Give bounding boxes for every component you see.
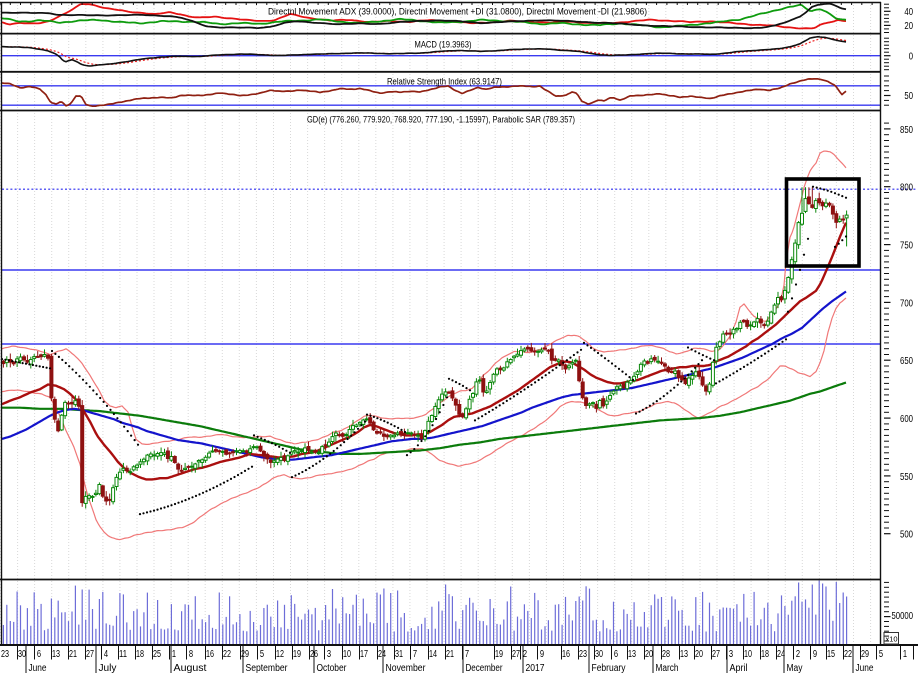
svg-text:14: 14 — [429, 649, 437, 660]
svg-text:23: 23 — [579, 649, 587, 660]
svg-text:650: 650 — [900, 355, 913, 367]
svg-text:August: August — [174, 663, 207, 674]
svg-text:February: February — [592, 663, 626, 674]
svg-text:4: 4 — [104, 649, 109, 660]
svg-text:2: 2 — [796, 649, 801, 660]
svg-text:20: 20 — [904, 20, 913, 32]
svg-text:9: 9 — [540, 649, 545, 660]
svg-text:15: 15 — [827, 649, 835, 660]
svg-text:2017: 2017 — [526, 663, 545, 674]
svg-text:8: 8 — [189, 649, 194, 660]
svg-text:850: 850 — [900, 124, 913, 136]
svg-text:24: 24 — [777, 649, 785, 660]
svg-text:19: 19 — [293, 649, 301, 660]
svg-text:1: 1 — [172, 649, 177, 660]
svg-text:18: 18 — [136, 649, 144, 660]
svg-text:13: 13 — [680, 649, 688, 660]
svg-text:5: 5 — [260, 649, 265, 660]
svg-text:700: 700 — [900, 297, 913, 309]
svg-text:50: 50 — [904, 90, 913, 102]
svg-text:18: 18 — [761, 649, 769, 660]
svg-text:30: 30 — [18, 649, 26, 660]
svg-text:27: 27 — [512, 649, 520, 660]
svg-text:12: 12 — [276, 649, 284, 660]
svg-text:20: 20 — [645, 649, 653, 660]
svg-text:19: 19 — [495, 649, 503, 660]
svg-text:24: 24 — [378, 649, 386, 660]
svg-text:800: 800 — [900, 182, 913, 194]
svg-text:21: 21 — [446, 649, 454, 660]
svg-text:13: 13 — [628, 649, 636, 660]
svg-text:25: 25 — [153, 649, 161, 660]
svg-text:2: 2 — [523, 649, 528, 660]
svg-text:GD(e) (776.260, 779.920, 768.9: GD(e) (776.260, 779.920, 768.920, 777.19… — [307, 115, 575, 125]
svg-text:21: 21 — [69, 649, 77, 660]
svg-text:10: 10 — [343, 649, 351, 660]
svg-text:31: 31 — [395, 649, 403, 660]
svg-text:March: March — [656, 663, 679, 674]
svg-text:7: 7 — [413, 649, 418, 660]
svg-text:6: 6 — [37, 649, 42, 660]
svg-text:3: 3 — [729, 649, 734, 660]
svg-text:40: 40 — [904, 6, 913, 18]
svg-text:17: 17 — [360, 649, 368, 660]
svg-text:November: November — [386, 663, 427, 674]
svg-text:16: 16 — [206, 649, 214, 660]
svg-text:x10: x10 — [886, 635, 898, 644]
svg-text:13: 13 — [52, 649, 60, 660]
svg-text:MACD (19.3963): MACD (19.3963) — [415, 40, 472, 50]
svg-text:October: October — [317, 663, 348, 674]
svg-text:July: July — [99, 663, 117, 674]
svg-text:29: 29 — [861, 649, 869, 660]
svg-text:28: 28 — [662, 649, 670, 660]
svg-text:600: 600 — [900, 413, 913, 425]
svg-text:23: 23 — [1, 649, 9, 660]
svg-text:10: 10 — [744, 649, 752, 660]
svg-text:11: 11 — [119, 649, 127, 660]
svg-text:June: June — [856, 663, 874, 674]
svg-text:16: 16 — [562, 649, 570, 660]
svg-text:22: 22 — [844, 649, 852, 660]
svg-text:May: May — [787, 663, 803, 674]
svg-text:Directnl Movement ADX (39.0000: Directnl Movement ADX (39.0000), Directn… — [268, 7, 647, 17]
svg-text:December: December — [466, 663, 504, 674]
svg-text:50000: 50000 — [892, 610, 914, 622]
svg-text:29: 29 — [241, 649, 249, 660]
svg-text:750: 750 — [900, 240, 913, 252]
svg-text:1: 1 — [903, 649, 908, 660]
svg-text:April: April — [730, 663, 748, 674]
svg-text:550: 550 — [900, 471, 913, 483]
svg-text:0: 0 — [909, 50, 913, 62]
svg-text:22: 22 — [223, 649, 231, 660]
svg-text:20: 20 — [695, 649, 703, 660]
svg-text:3: 3 — [327, 649, 332, 660]
svg-text:September: September — [246, 663, 289, 674]
svg-text:5: 5 — [879, 649, 884, 660]
svg-text:6: 6 — [614, 649, 619, 660]
svg-text:500: 500 — [900, 529, 913, 541]
svg-text:27: 27 — [86, 649, 94, 660]
svg-text:June: June — [29, 663, 47, 674]
svg-text:9: 9 — [813, 649, 818, 660]
svg-text:27: 27 — [712, 649, 720, 660]
svg-text:30: 30 — [595, 649, 603, 660]
svg-text:Relative Strength Index (63.91: Relative Strength Index (63.9147) — [387, 77, 502, 87]
svg-text:7: 7 — [465, 649, 470, 660]
